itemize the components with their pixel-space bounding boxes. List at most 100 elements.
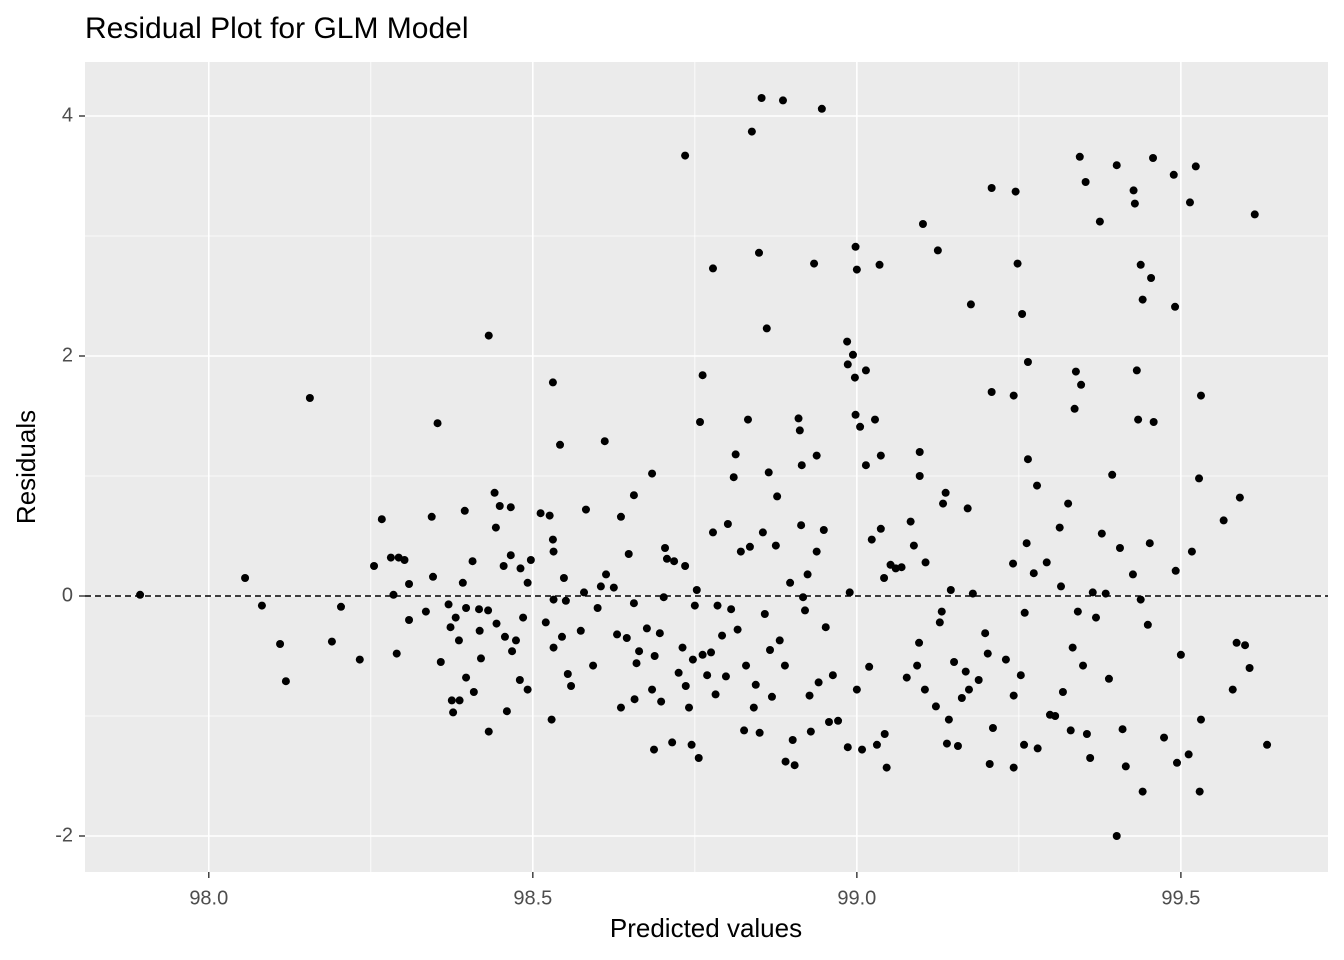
point bbox=[451, 613, 460, 622]
point bbox=[1184, 750, 1193, 759]
point bbox=[751, 680, 760, 689]
point bbox=[630, 695, 639, 704]
point bbox=[1020, 608, 1029, 617]
point bbox=[1033, 744, 1042, 753]
point bbox=[1196, 391, 1205, 400]
point bbox=[655, 629, 664, 638]
point bbox=[536, 509, 545, 518]
point bbox=[476, 654, 485, 663]
point bbox=[845, 588, 854, 597]
point bbox=[436, 658, 445, 666]
point bbox=[1171, 302, 1180, 311]
y-tick-label: 4 bbox=[62, 104, 73, 126]
point bbox=[824, 718, 833, 726]
point bbox=[788, 736, 797, 744]
point bbox=[742, 661, 751, 670]
point bbox=[405, 580, 414, 588]
point bbox=[449, 708, 458, 717]
point bbox=[469, 688, 478, 696]
point bbox=[557, 632, 566, 641]
point bbox=[843, 743, 852, 752]
point bbox=[749, 703, 758, 712]
point bbox=[559, 574, 568, 582]
point bbox=[897, 563, 906, 572]
point bbox=[1081, 178, 1090, 186]
point bbox=[876, 451, 885, 460]
point bbox=[1091, 613, 1100, 622]
point bbox=[447, 696, 456, 705]
point bbox=[913, 661, 922, 670]
point bbox=[629, 491, 638, 500]
panel bbox=[85, 62, 1328, 872]
point bbox=[794, 414, 803, 423]
point bbox=[941, 488, 950, 497]
point bbox=[790, 761, 799, 770]
point bbox=[1042, 558, 1051, 567]
point bbox=[843, 337, 852, 346]
point bbox=[946, 586, 955, 594]
point bbox=[850, 373, 859, 382]
point bbox=[711, 690, 720, 699]
point bbox=[721, 672, 730, 681]
point bbox=[427, 512, 436, 521]
point bbox=[661, 544, 670, 552]
point bbox=[593, 604, 602, 612]
point bbox=[865, 662, 874, 671]
point bbox=[757, 94, 766, 102]
point bbox=[642, 624, 651, 633]
point bbox=[1112, 832, 1121, 840]
point bbox=[812, 547, 821, 556]
y-axis-title: Residuals bbox=[11, 410, 41, 524]
point bbox=[355, 655, 364, 664]
point bbox=[650, 652, 659, 660]
point bbox=[727, 605, 736, 614]
point bbox=[775, 636, 784, 645]
point bbox=[1185, 198, 1194, 207]
point bbox=[803, 570, 812, 579]
point bbox=[766, 646, 775, 654]
point bbox=[405, 616, 414, 624]
point bbox=[400, 556, 409, 564]
point bbox=[685, 703, 694, 712]
point bbox=[556, 440, 565, 449]
point bbox=[1195, 787, 1204, 796]
point bbox=[1073, 607, 1082, 616]
point bbox=[882, 763, 891, 772]
point bbox=[731, 450, 740, 459]
point bbox=[1064, 499, 1073, 508]
point bbox=[760, 610, 769, 618]
point bbox=[257, 601, 266, 610]
point bbox=[988, 724, 997, 732]
point bbox=[576, 626, 585, 635]
x-tick-label: 98.5 bbox=[513, 887, 552, 909]
point bbox=[1029, 569, 1038, 578]
point bbox=[1009, 559, 1018, 568]
point bbox=[392, 649, 401, 658]
point bbox=[681, 562, 690, 570]
point bbox=[377, 515, 386, 524]
point bbox=[974, 676, 983, 684]
point bbox=[526, 556, 535, 564]
point bbox=[1235, 493, 1244, 502]
point bbox=[861, 461, 870, 470]
point bbox=[1129, 186, 1138, 195]
point bbox=[484, 606, 493, 615]
point bbox=[1250, 210, 1259, 219]
point bbox=[1077, 380, 1086, 389]
point bbox=[915, 638, 924, 647]
point bbox=[966, 300, 975, 309]
point bbox=[799, 593, 808, 602]
point bbox=[1149, 418, 1158, 426]
point bbox=[635, 647, 644, 656]
point bbox=[674, 668, 683, 677]
point bbox=[1138, 787, 1147, 796]
point bbox=[386, 553, 395, 562]
point bbox=[1232, 638, 1241, 647]
point bbox=[516, 564, 525, 573]
point bbox=[852, 685, 861, 694]
point bbox=[1143, 620, 1152, 629]
point bbox=[718, 631, 727, 640]
point bbox=[851, 242, 860, 251]
point bbox=[548, 378, 557, 387]
chart-title: Residual Plot for GLM Model bbox=[85, 12, 469, 45]
